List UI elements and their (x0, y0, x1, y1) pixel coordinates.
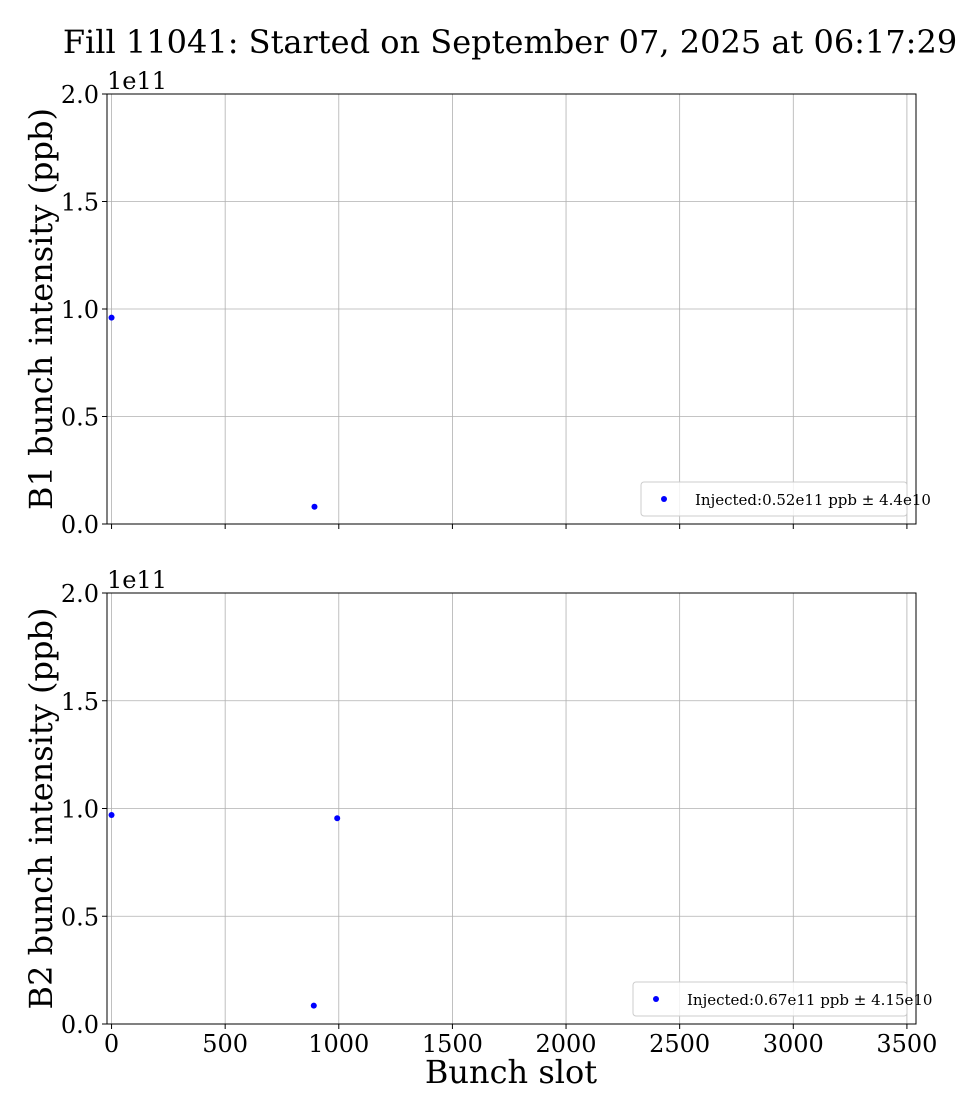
data-point (310, 1002, 317, 1009)
y-tick-label: 1.0 (61, 296, 99, 324)
y-tick-label: 1.5 (61, 688, 99, 716)
x-tick-label: 2500 (649, 1030, 710, 1058)
y-axis-label: B1 bunch intensity (ppb) (22, 108, 60, 510)
x-tick-label: 2000 (536, 1030, 597, 1058)
legend-label: Injected:0.52e11 ppb ± 4.4e10 (695, 491, 931, 509)
x-tick-label: 500 (202, 1030, 248, 1058)
data-point (334, 815, 341, 822)
y-tick-label: 1.5 (61, 189, 99, 217)
data-point (108, 811, 115, 818)
legend-label: Injected:0.67e11 ppb ± 4.15e10 (687, 991, 932, 1009)
y-offset-label: 1e11 (107, 566, 167, 594)
bottom-chart-b2: 0 500 1000 1500 2000 2500 3000 3500 0.0 0.5 1.0 1.5… (22, 566, 937, 1058)
x-tick-label: 3500 (876, 1030, 937, 1058)
axes-frame (106, 592, 917, 1025)
x-tick-label: 1500 (422, 1030, 483, 1058)
y-tick-label: 2.0 (61, 580, 99, 608)
legend-marker (661, 496, 667, 502)
x-tick-label: 0 (104, 1030, 119, 1058)
figure-title: Fill 11041: Started on September 07, 202… (63, 23, 957, 61)
y-tick-label: 0.5 (61, 903, 99, 931)
x-axis-label: Bunch slot (425, 1053, 597, 1091)
y-offset-label: 1e11 (107, 67, 167, 95)
legend-box (632, 981, 908, 1017)
y-tick-label: 0.5 (61, 404, 99, 432)
y-tick-label: 2.0 (61, 81, 99, 109)
x-tick-label: 3000 (763, 1030, 824, 1058)
y-axis-label: B2 bunch intensity (ppb) (22, 608, 60, 1010)
legend-box (640, 481, 908, 517)
top-chart-b1: 0.0 0.5 1.0 1.5 2.0 1e11 B1 bunch intensity (p… (22, 67, 931, 539)
y-tick-label: 0.0 (61, 1011, 99, 1039)
x-tick-label: 1000 (308, 1030, 369, 1058)
y-tick-label: 1.0 (61, 796, 99, 824)
axes-frame (106, 93, 917, 525)
data-point (108, 314, 115, 321)
data-point (311, 503, 318, 510)
y-tick-label: 0.0 (61, 511, 99, 539)
legend-marker (653, 996, 659, 1002)
